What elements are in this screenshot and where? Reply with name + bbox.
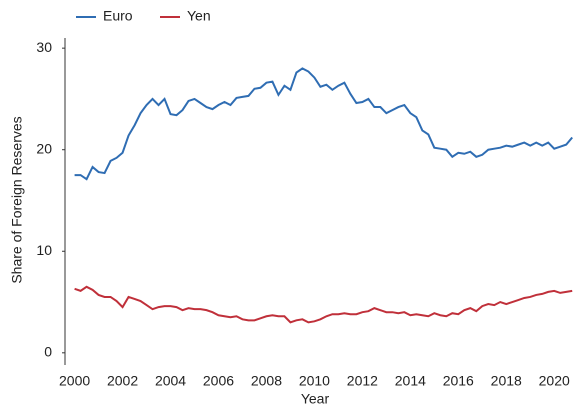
x-tick-label: 2006 (203, 373, 234, 389)
legend-label: Yen (187, 8, 211, 24)
y-tick-label: 20 (36, 140, 52, 156)
x-tick-label: 2016 (443, 373, 474, 389)
y-axis-title: Share of Foreign Reserves (9, 116, 25, 283)
x-tick-label: 2008 (251, 373, 282, 389)
x-tick-label: 2020 (539, 373, 570, 389)
x-tick-label: 2018 (491, 373, 522, 389)
series-line (74, 285, 573, 324)
y-tick-label: 30 (36, 39, 52, 55)
x-tick-label: 2004 (155, 373, 186, 389)
x-axis-title: Year (301, 391, 330, 407)
x-tick-label: 2014 (395, 373, 426, 389)
y-tick-label: 0 (44, 344, 52, 360)
y-tick-label: 10 (36, 242, 52, 258)
x-tick-label: 2002 (107, 373, 138, 389)
x-tick-label: 2012 (347, 373, 378, 389)
x-tick-label: 2000 (59, 373, 90, 389)
series-line (74, 67, 573, 181)
x-tick-label: 2010 (299, 373, 330, 389)
legend-label: Euro (103, 8, 133, 24)
